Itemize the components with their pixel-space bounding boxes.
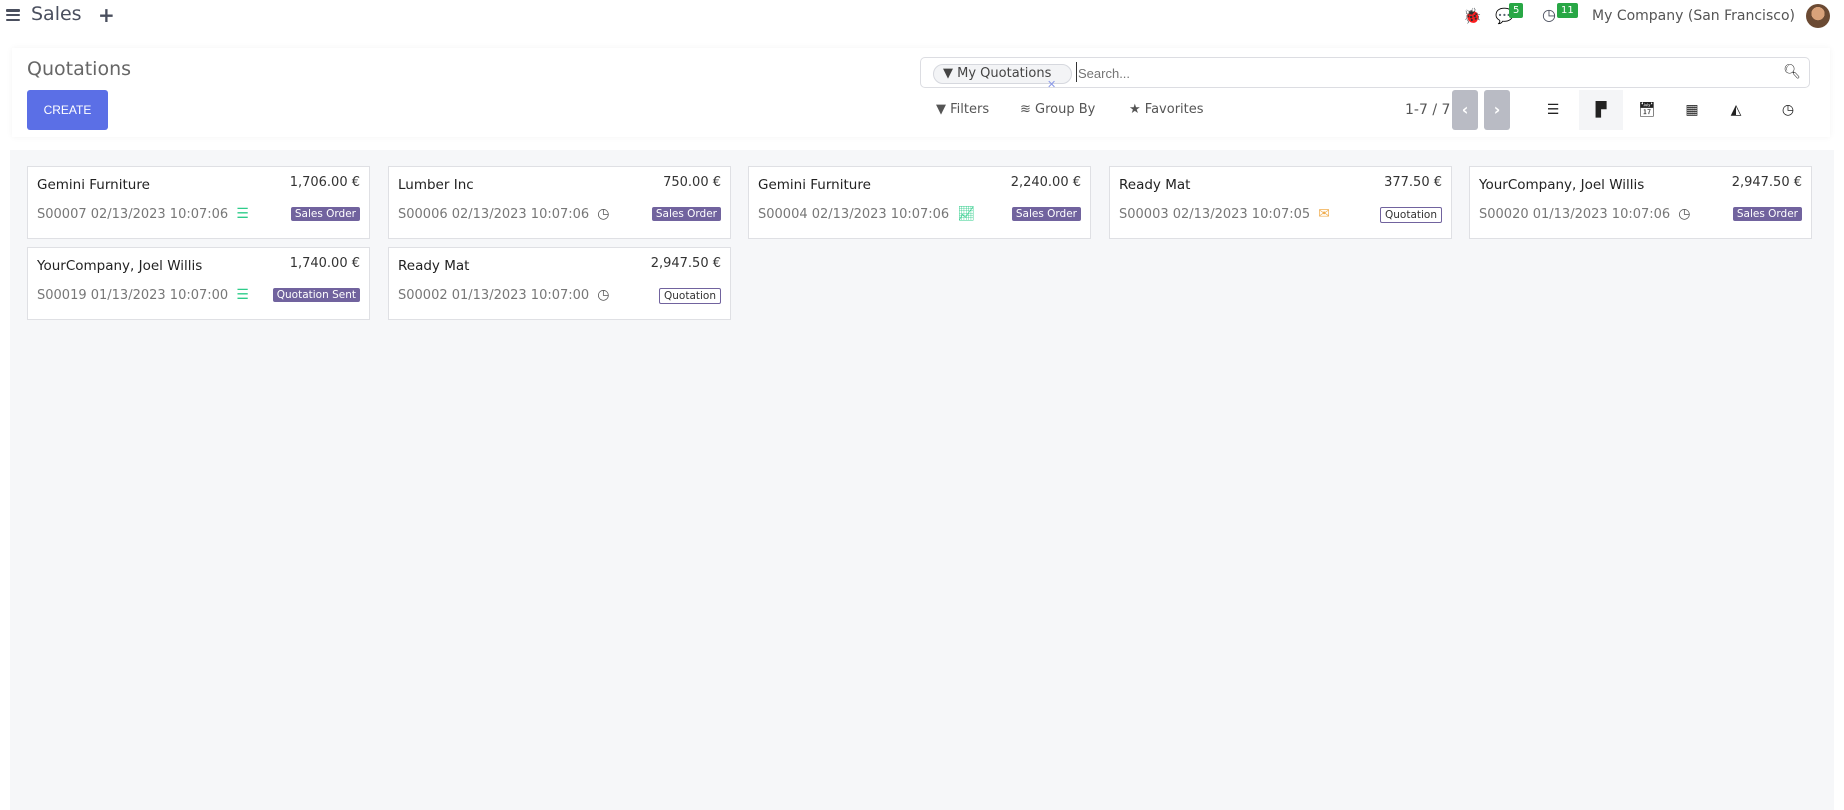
card-amount: 2,947.50 €: [1731, 175, 1802, 190]
card-customer: YourCompany, Joel Willis: [37, 258, 203, 274]
card-reference: S00007 02/13/2023 10:07:06 ☰: [37, 206, 249, 222]
clock-icon[interactable]: ◷: [597, 206, 610, 222]
envelope-icon[interactable]: ✉: [1318, 206, 1330, 222]
card-customer: YourCompany, Joel Willis: [1479, 177, 1645, 193]
app-name[interactable]: Sales: [31, 3, 82, 25]
bug-icon[interactable]: 🐞: [1463, 7, 1482, 25]
status-badge: Quotation Sent: [272, 288, 360, 302]
filter-icon: ▼: [936, 102, 946, 117]
status-badge: Quotation: [658, 288, 721, 304]
tasks-icon[interactable]: ☰: [236, 287, 249, 303]
pager-previous-button[interactable]: ‹: [1452, 90, 1478, 130]
plus-icon[interactable]: +: [98, 3, 115, 27]
status-badge: Sales Order: [1732, 207, 1802, 221]
clock-icon[interactable]: ◷: [1542, 5, 1556, 24]
filters-label: Filters: [950, 102, 990, 117]
search-bar[interactable]: ▼ My Quotations ✕ 🔍︎: [920, 57, 1810, 91]
search-icon[interactable]: 🔍︎: [1783, 64, 1801, 80]
search-input[interactable]: [1078, 62, 1678, 84]
card-amount: 1,740.00 €: [289, 256, 360, 271]
status-badge: Quotation: [1379, 207, 1442, 223]
filter-icon: ▼: [943, 66, 958, 81]
card-ref-text: S00007 02/13/2023 10:07:06: [37, 206, 229, 222]
pivot-view-button[interactable]: ▦: [1685, 102, 1699, 118]
page-title: Quotations: [27, 58, 132, 80]
star-icon: ★: [1129, 102, 1141, 117]
status-badge: Sales Order: [290, 207, 360, 221]
kanban-card[interactable]: YourCompany, Joel Willis 1,740.00 € S000…: [27, 247, 370, 320]
text-cursor: [1076, 62, 1077, 82]
groupby-button[interactable]: ≋ Group By: [1020, 102, 1095, 117]
facet-label: My Quotations: [957, 66, 1052, 81]
card-customer: Ready Mat: [1119, 177, 1191, 193]
card-customer: Lumber Inc: [398, 177, 474, 193]
card-customer: Ready Mat: [398, 258, 470, 274]
kanban-card[interactable]: Ready Mat 377.50 € S00003 02/13/2023 10:…: [1109, 166, 1452, 239]
remove-facet-icon[interactable]: ✕: [1047, 78, 1057, 91]
layers-icon: ≋: [1020, 102, 1031, 117]
pager-value[interactable]: 1-7 / 7: [1405, 102, 1451, 118]
filters-button[interactable]: ▼ Filters: [936, 102, 989, 117]
create-button[interactable]: CREATE: [27, 90, 108, 130]
graph-view-button[interactable]: ◭: [1730, 102, 1742, 118]
messages-badge: 5: [1509, 3, 1524, 18]
kanban-card[interactable]: YourCompany, Joel Willis 2,947.50 € S000…: [1469, 166, 1812, 239]
card-reference: S00002 01/13/2023 10:07:00 ◷: [398, 287, 609, 303]
card-amount: 750.00 €: [663, 175, 721, 190]
kanban-view-button[interactable]: ▛: [1579, 90, 1623, 130]
clock-icon[interactable]: ◷: [597, 287, 610, 303]
card-amount: 2,240.00 €: [1010, 175, 1081, 190]
status-badge: Sales Order: [651, 207, 721, 221]
groupby-label: Group By: [1035, 102, 1096, 117]
company-switcher[interactable]: My Company (San Francisco): [1592, 8, 1795, 24]
card-reference: S00003 02/13/2023 10:07:05 ✉: [1119, 206, 1330, 222]
card-customer: Gemini Furniture: [37, 177, 150, 193]
kanban-card[interactable]: Lumber Inc 750.00 € S00006 02/13/2023 10…: [388, 166, 731, 239]
list-view-button[interactable]: ☰: [1546, 102, 1560, 118]
favorites-label: Favorites: [1144, 102, 1204, 117]
card-amount: 1,706.00 €: [289, 175, 360, 190]
pager-next-button[interactable]: ›: [1484, 90, 1510, 130]
card-amount: 2,947.50 €: [650, 256, 721, 271]
card-ref-text: S00004 02/13/2023 10:07:06: [758, 206, 950, 222]
kanban-card[interactable]: Ready Mat 2,947.50 € S00002 01/13/2023 1…: [388, 247, 731, 320]
card-reference: S00019 01/13/2023 10:07:00 ☰: [37, 287, 249, 303]
card-ref-text: S00006 02/13/2023 10:07:06: [398, 206, 590, 222]
favorites-button[interactable]: ★ Favorites: [1129, 102, 1204, 117]
card-reference: S00020 01/13/2023 10:07:06 ◷: [1479, 206, 1690, 222]
tasks-icon[interactable]: ☰: [236, 206, 249, 222]
activities-badge: 11: [1557, 3, 1578, 18]
card-amount: 377.50 €: [1384, 175, 1442, 190]
card-ref-text: S00020 01/13/2023 10:07:06: [1479, 206, 1671, 222]
card-ref-text: S00019 01/13/2023 10:07:00: [37, 287, 229, 303]
avatar[interactable]: [1806, 4, 1830, 28]
menu-icon[interactable]: [6, 9, 20, 21]
card-reference: S00004 02/13/2023 10:07:06 📈︎: [758, 206, 975, 222]
kanban-card[interactable]: Gemini Furniture 2,240.00 € S00004 02/13…: [748, 166, 1091, 239]
clock-icon[interactable]: ◷: [1678, 206, 1691, 222]
card-customer: Gemini Furniture: [758, 177, 871, 193]
activity-view-button[interactable]: ◷: [1781, 102, 1795, 118]
card-ref-text: S00002 01/13/2023 10:07:00: [398, 287, 590, 303]
card-reference: S00006 02/13/2023 10:07:06 ◷: [398, 206, 609, 222]
search-facet[interactable]: ▼ My Quotations: [933, 64, 1072, 84]
calendar-view-button[interactable]: 📅︎: [1638, 102, 1656, 118]
chart-line-icon[interactable]: 📈︎: [957, 206, 975, 222]
top-navbar: Sales + 🐞 💬 5 ◷ 11 My Company (San Franc…: [0, 0, 1844, 33]
status-badge: Sales Order: [1011, 207, 1081, 221]
kanban-card[interactable]: Gemini Furniture 1,706.00 € S00007 02/13…: [27, 166, 370, 239]
card-ref-text: S00003 02/13/2023 10:07:05: [1119, 206, 1311, 222]
